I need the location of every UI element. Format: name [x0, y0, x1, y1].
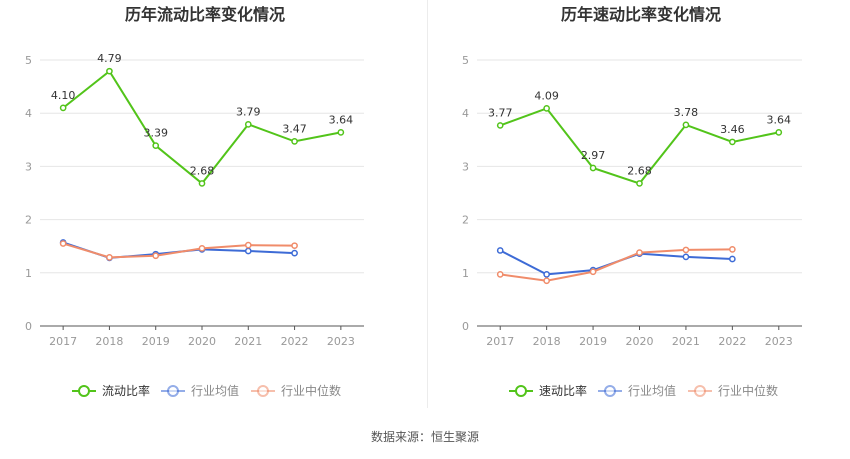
y-tick-label: 5	[462, 54, 469, 67]
y-tick-label: 2	[462, 214, 469, 227]
data-point	[543, 277, 550, 285]
data-point	[729, 255, 736, 263]
y-tick-label: 2	[25, 214, 32, 227]
panel-divider	[427, 0, 428, 408]
legend-marker	[167, 385, 179, 397]
data-point	[244, 121, 252, 128]
data-label: 4.79	[97, 52, 122, 65]
data-label: 3.77	[488, 106, 513, 119]
data-point	[291, 249, 298, 257]
x-tick-label: 2021	[234, 335, 262, 348]
data-label: 3.64	[329, 113, 354, 126]
data-point	[106, 254, 113, 261]
data-point	[59, 104, 67, 112]
legend-marker	[257, 385, 269, 397]
legend-label: 行业均值	[628, 383, 676, 398]
x-tick-label: 2018	[95, 335, 123, 348]
data-label: 2.68	[190, 164, 215, 177]
x-tick-label: 2022	[281, 335, 309, 348]
data-label: 4.09	[534, 89, 559, 102]
data-point	[291, 138, 298, 145]
data-point	[543, 271, 550, 278]
x-tick-label: 2022	[718, 335, 746, 348]
data-label: 3.78	[674, 106, 699, 119]
y-tick-label: 3	[462, 160, 469, 173]
y-tick-label: 1	[25, 267, 32, 280]
data-point	[775, 129, 783, 136]
data-point	[682, 253, 690, 261]
x-tick-label: 2021	[672, 335, 700, 348]
data-point	[59, 240, 67, 247]
y-tick-label: 0	[25, 320, 32, 333]
x-tick-label: 2019	[579, 335, 607, 348]
data-point	[682, 121, 690, 129]
data-point	[291, 242, 298, 250]
data-source: 数据来源：恒生聚源	[370, 430, 479, 444]
data-label: 3.79	[236, 105, 261, 118]
legend-marker	[78, 385, 90, 397]
data-label: 3.64	[767, 113, 792, 126]
legend-label: 速动比率	[539, 383, 587, 398]
data-point	[636, 249, 643, 256]
data-point	[589, 164, 597, 172]
y-tick-label: 1	[462, 267, 469, 280]
legend-label: 流动比率	[102, 383, 150, 398]
data-label: 3.46	[720, 123, 745, 136]
data-label: 3.39	[143, 127, 168, 140]
x-tick-label: 2023	[327, 335, 355, 348]
x-tick-label: 2019	[142, 335, 170, 348]
x-tick-label: 2023	[765, 335, 793, 348]
data-point	[106, 67, 113, 75]
data-point	[496, 122, 504, 129]
data-point	[729, 138, 736, 146]
data-label: 3.47	[282, 122, 307, 135]
data-label: 2.68	[627, 164, 652, 177]
x-tick-label: 2017	[486, 335, 514, 348]
chart-title: 历年流动比率变化情况	[125, 5, 285, 24]
data-point	[198, 180, 206, 187]
series-line	[62, 242, 295, 259]
data-point	[636, 180, 643, 187]
data-label: 2.97	[581, 149, 606, 162]
data-point	[337, 129, 345, 136]
legend-label: 行业中位数	[718, 383, 778, 398]
y-tick-label: 4	[25, 107, 32, 120]
data-point	[543, 105, 550, 112]
series-line	[500, 248, 733, 282]
x-tick-label: 2020	[188, 335, 216, 348]
y-tick-label: 0	[462, 320, 469, 333]
legend-label: 行业均值	[191, 383, 239, 398]
legend-label: 行业中位数	[281, 383, 341, 398]
data-point	[496, 247, 504, 254]
x-tick-label: 2018	[533, 335, 561, 348]
legend-marker	[694, 385, 706, 397]
legend-marker	[604, 385, 616, 397]
legend-marker	[515, 385, 527, 397]
data-label: 4.10	[51, 89, 76, 102]
data-point	[152, 252, 160, 260]
x-tick-label: 2020	[626, 335, 654, 348]
data-point	[589, 268, 597, 276]
chart-title: 历年速动比率变化情况	[561, 5, 721, 24]
y-tick-label: 5	[25, 54, 32, 67]
x-tick-label: 2017	[49, 335, 77, 348]
y-tick-label: 3	[25, 160, 32, 173]
data-point	[244, 241, 252, 249]
data-point	[496, 271, 504, 278]
y-tick-label: 4	[462, 107, 469, 120]
data-point	[152, 142, 160, 150]
data-point	[729, 246, 736, 253]
data-point	[244, 247, 252, 255]
data-point	[682, 246, 690, 254]
data-point	[198, 244, 206, 252]
